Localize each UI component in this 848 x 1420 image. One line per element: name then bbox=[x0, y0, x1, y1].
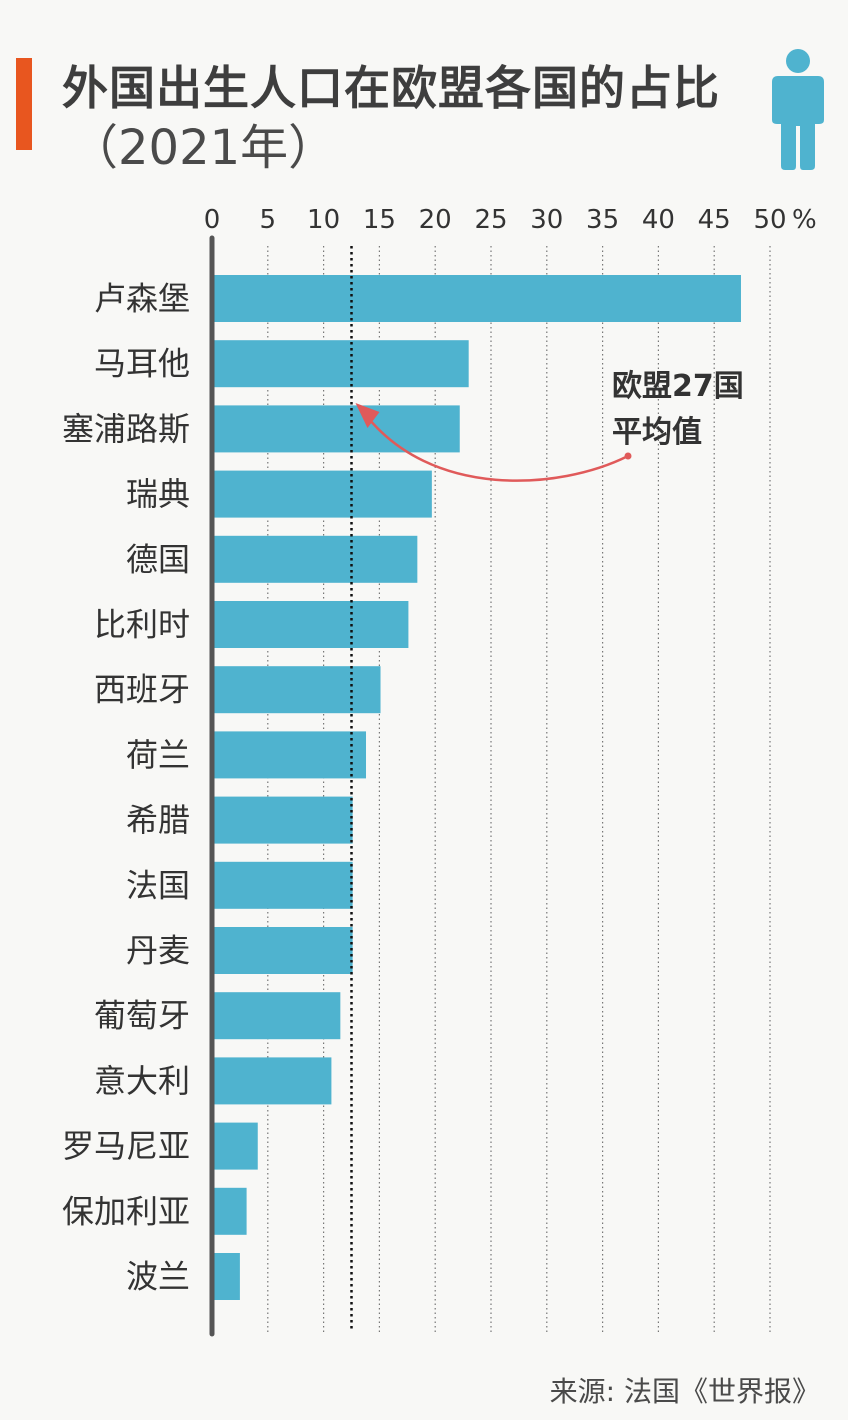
x-tick-label: 15 bbox=[363, 205, 396, 235]
bar bbox=[212, 601, 409, 648]
annotation-arrow bbox=[362, 411, 629, 482]
category-label: 希腊 bbox=[126, 801, 190, 839]
annotation-arrow-origin-dot bbox=[624, 452, 632, 460]
bar-chart: 0 5 10 15 20 25 30 35 40 45 50 % 卢森堡马耳他塞浦路斯瑞典德国比利时西班… bbox=[62, 205, 817, 1337]
person-icon-body bbox=[772, 76, 824, 170]
category-label: 波兰 bbox=[126, 1258, 190, 1296]
bar bbox=[212, 470, 432, 518]
category-label: 罗马尼亚 bbox=[62, 1127, 190, 1165]
category-label: 卢森堡 bbox=[94, 280, 190, 318]
category-label: 保加利亚 bbox=[62, 1192, 190, 1230]
x-tick-label: 40 bbox=[642, 205, 675, 235]
x-tick-label: 50 bbox=[753, 205, 786, 235]
bar bbox=[212, 1253, 240, 1300]
x-tick-label: 20 bbox=[419, 205, 452, 235]
title-accent-bar bbox=[16, 58, 32, 150]
category-label: 丹麦 bbox=[126, 932, 190, 970]
bar bbox=[212, 861, 353, 909]
x-tick-label: 0 bbox=[204, 205, 221, 235]
category-label: 德国 bbox=[126, 540, 190, 578]
category-label: 法国 bbox=[126, 866, 190, 904]
bar bbox=[212, 731, 367, 779]
bar bbox=[212, 927, 353, 974]
average-annotation-line2: 平均值 bbox=[612, 415, 702, 450]
category-label: 塞浦路斯 bbox=[62, 410, 190, 448]
x-tick-label: 45 bbox=[698, 205, 731, 235]
person-icon-head bbox=[786, 49, 810, 73]
category-label: 西班牙 bbox=[94, 671, 190, 709]
bar bbox=[212, 1057, 332, 1105]
bar bbox=[212, 796, 353, 844]
bar bbox=[212, 340, 469, 388]
bar bbox=[212, 666, 381, 714]
person-icon bbox=[772, 49, 824, 170]
category-label: 比利时 bbox=[94, 606, 190, 644]
x-tick-label: 25 bbox=[474, 205, 507, 235]
category-label: 瑞典 bbox=[126, 475, 190, 513]
x-unit-label: % bbox=[792, 205, 817, 235]
category-label: 葡萄牙 bbox=[94, 997, 190, 1035]
x-tick-label: 5 bbox=[260, 205, 277, 235]
chart-title: 外国出生人口在欧盟各国的占比 bbox=[62, 61, 720, 115]
annotation-arrowhead bbox=[355, 403, 380, 428]
category-label: 意大利 bbox=[94, 1062, 190, 1100]
source-note: 来源: 法国《世界报》 bbox=[549, 1375, 820, 1408]
bar bbox=[212, 535, 418, 583]
bar bbox=[212, 405, 460, 453]
average-annotation-line1: 欧盟27国 bbox=[612, 369, 744, 404]
bar bbox=[212, 992, 341, 1040]
category-label: 马耳他 bbox=[94, 345, 190, 383]
chart-subtitle: （2021年） bbox=[70, 120, 337, 176]
bar bbox=[212, 275, 741, 322]
x-tick-label: 35 bbox=[586, 205, 619, 235]
x-tick-label: 30 bbox=[530, 205, 563, 235]
bar bbox=[212, 1122, 258, 1170]
bar bbox=[212, 1187, 247, 1235]
category-label: 荷兰 bbox=[126, 736, 190, 774]
x-tick-label: 10 bbox=[307, 205, 340, 235]
